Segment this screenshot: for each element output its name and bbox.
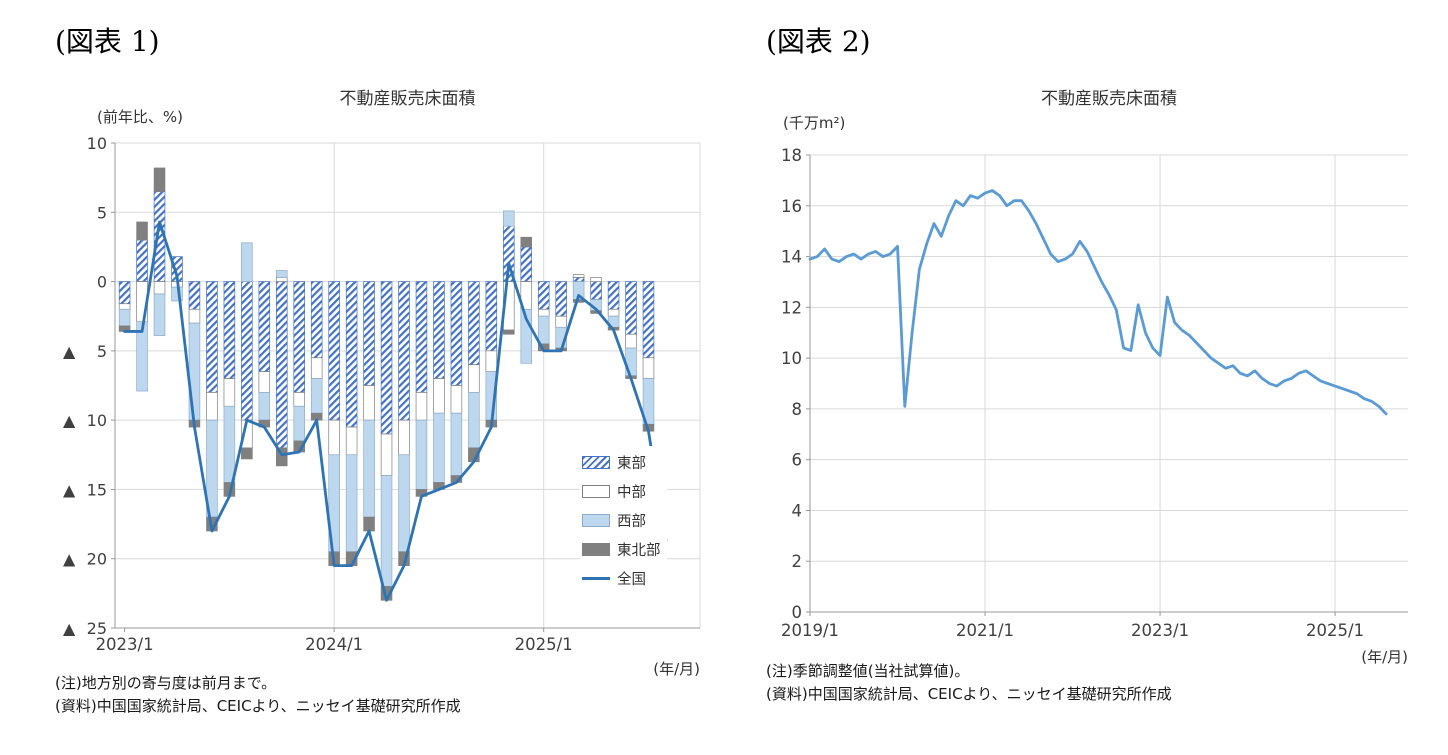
svg-text:14: 14 xyxy=(781,248,802,267)
svg-text:▲: ▲ xyxy=(63,342,76,361)
figure1-note-2: (資料)中国国家統計局、CEICより、ニッセイ基礎研究所作成 xyxy=(55,697,461,715)
northeast-swatch-icon xyxy=(582,543,610,556)
legend-label-central: 中部 xyxy=(617,485,646,501)
svg-text:2023/1: 2023/1 xyxy=(1131,621,1189,640)
legend-item-east: 東部 xyxy=(582,448,661,477)
svg-text:6: 6 xyxy=(792,451,803,470)
west-swatch-icon xyxy=(582,514,610,527)
legend-item-northeast: 東北部 xyxy=(582,535,661,564)
figure2-title: 不動産販売床面積 xyxy=(1041,89,1177,109)
svg-text:10: 10 xyxy=(87,411,107,430)
central-swatch-icon xyxy=(582,485,610,498)
svg-text:10: 10 xyxy=(87,134,107,153)
svg-text:2021/1: 2021/1 xyxy=(956,621,1014,640)
figure2-notes: (注)季節調整値(当社試算値)。 (資料)中国国家統計局、CEICより、ニッセイ… xyxy=(766,660,1172,706)
svg-text:8: 8 xyxy=(792,400,803,419)
figure2-note-2: (資料)中国国家統計局、CEICより、ニッセイ基礎研究所作成 xyxy=(766,685,1172,703)
svg-text:4: 4 xyxy=(792,501,803,520)
figure1-note-1: (注)地方別の寄与度は前月まで。 xyxy=(55,674,277,692)
svg-text:2023/1: 2023/1 xyxy=(96,635,154,654)
legend-item-central: 中部 xyxy=(582,477,661,506)
figure1-label: (図表 1) xyxy=(55,25,160,58)
svg-text:2025/1: 2025/1 xyxy=(515,635,573,654)
svg-text:2025/1: 2025/1 xyxy=(1306,621,1364,640)
svg-text:5: 5 xyxy=(97,203,107,222)
svg-text:▲: ▲ xyxy=(63,411,76,430)
svg-text:2024/1: 2024/1 xyxy=(305,635,363,654)
figure2-x-axis-unit: (年/月) xyxy=(1361,648,1408,666)
svg-text:12: 12 xyxy=(781,298,802,317)
svg-text:15: 15 xyxy=(87,480,107,499)
east-hatched-swatch-icon xyxy=(582,456,610,469)
svg-text:▲: ▲ xyxy=(63,619,76,638)
national-line-swatch-icon xyxy=(582,577,610,580)
svg-text:2: 2 xyxy=(792,552,803,571)
svg-text:18: 18 xyxy=(781,146,802,165)
svg-text:0: 0 xyxy=(792,603,803,622)
figure2-y-axis-unit: (千万m²) xyxy=(783,114,846,132)
figure1-notes: (注)地方別の寄与度は前月まで。 (資料)中国国家統計局、CEICより、ニッセイ… xyxy=(55,672,461,718)
svg-text:25: 25 xyxy=(87,619,107,638)
svg-text:▲: ▲ xyxy=(63,550,76,569)
svg-text:16: 16 xyxy=(781,197,802,216)
figure2-note-1: (注)季節調整値(当社試算値)。 xyxy=(766,662,970,680)
legend-label-northeast: 東北部 xyxy=(617,543,661,559)
svg-text:0: 0 xyxy=(97,273,107,292)
legend-item-west: 西部 xyxy=(582,506,661,535)
svg-text:20: 20 xyxy=(87,550,107,569)
figure1-legend: 東部 中部 西部 東北部 全国 xyxy=(580,446,667,595)
svg-text:5: 5 xyxy=(97,342,107,361)
legend-label-east: 東部 xyxy=(617,456,646,472)
svg-text:▲: ▲ xyxy=(63,480,76,499)
figure1-title: 不動産販売床面積 xyxy=(339,89,476,109)
figure1-x-axis-unit: (年/月) xyxy=(653,660,700,678)
figure1-y-axis-unit: (前年比、%) xyxy=(97,108,183,126)
legend-label-west: 西部 xyxy=(617,514,646,530)
svg-text:2019/1: 2019/1 xyxy=(781,621,839,640)
legend-item-national: 全国 xyxy=(582,564,661,593)
legend-label-national: 全国 xyxy=(617,572,646,588)
svg-text:10: 10 xyxy=(781,349,802,368)
figure2-label: (図表 2) xyxy=(766,25,871,58)
